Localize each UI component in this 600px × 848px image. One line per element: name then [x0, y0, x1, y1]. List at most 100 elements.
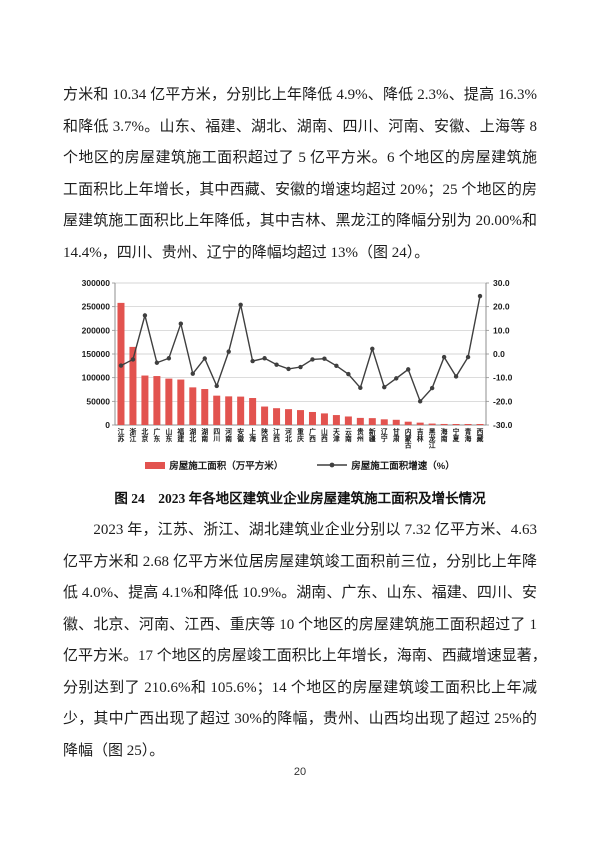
bar-云南	[344, 416, 352, 425]
bar-湖南	[201, 389, 209, 425]
bar-江西	[273, 408, 281, 425]
bar-内蒙古	[404, 421, 412, 425]
point-江苏	[118, 363, 124, 368]
x-label-黑龙江: 黑龙江	[428, 427, 436, 450]
point-四川	[214, 383, 219, 389]
chart-area: 300000 30.0 250000 20.0 200000 10.0 150000 0.0 1…	[60, 278, 540, 452]
bar-西藏	[476, 424, 484, 425]
x-label-广西: 广西	[309, 427, 316, 443]
svg-text:300000: 300000	[82, 280, 111, 288]
text-line: 低 4.0%、提高 4.1%和降低 10.9%。湖南、广东、山东、福建、四川、安	[63, 585, 537, 601]
text-line: 14.4%，四川、贵州、辽宁的降幅均超过 13%（图 24）。	[63, 244, 430, 261]
text-line: 亿平方米和 2.68 亿平方米位居房屋建筑竣工面积前三位，分别比上年降	[63, 553, 537, 570]
bar-浙江	[129, 346, 137, 425]
bar-青海	[464, 424, 472, 425]
bar-四川	[213, 395, 221, 425]
x-label-吉林: 吉林	[417, 427, 424, 443]
svg-text:50000: 50000	[86, 396, 110, 406]
bar-贵州	[356, 417, 364, 425]
svg-text:10.0: 10.0	[493, 325, 510, 335]
x-label-天津: 天津	[333, 428, 340, 443]
text-line: 2023 年，江苏、浙江、湖北建筑业企业分别以 7.32 亿平方米、4.63	[63, 522, 537, 538]
svg-text:0.0: 0.0	[493, 349, 505, 359]
bar-甘肃	[392, 419, 400, 425]
gridlines	[115, 282, 486, 402]
bar-湖北	[189, 387, 197, 425]
point-吉林	[417, 399, 423, 404]
point-甘肃	[394, 376, 399, 381]
text-line: 少，其中广西出现了超过 30%的降幅，贵州、山西均出现了超过 25%的	[63, 711, 537, 727]
text-line: 和降低 3.7%。山东、福建、湖北、湖南、四川、河南、安徽、上海等 8	[63, 118, 537, 135]
point-湖北	[190, 371, 195, 376]
axes	[112, 282, 489, 426]
svg-text:-10.0: -10.0	[493, 373, 513, 383]
point-浙江	[130, 357, 136, 362]
point-贵州	[358, 385, 363, 391]
x-label-内蒙古: 内蒙古	[405, 427, 412, 450]
svg-text:-20.0: -20.0	[493, 396, 513, 406]
point-海南	[441, 354, 447, 360]
x-label-重庆: 重庆	[297, 427, 304, 443]
axis-labels: 300000 30.0 250000 20.0 200000 10.0 150000 0.0 1…	[82, 278, 513, 450]
x-label-海南: 海南	[441, 427, 448, 443]
x-label-西藏: 西藏	[477, 428, 484, 443]
x-label-江苏: 江苏	[118, 427, 125, 443]
text-line: 亿平方米。17 个地区的房屋竣工面积比上年增长，海南、西藏增速显著，	[63, 648, 547, 664]
point-江西	[274, 362, 279, 367]
point-青海	[465, 354, 471, 360]
line-series	[118, 293, 483, 404]
bar-上海	[249, 398, 257, 425]
bar-河北	[285, 409, 293, 425]
x-label-福建: 福建	[176, 427, 184, 443]
bar-天津	[332, 415, 340, 425]
x-label-辽宁: 辽宁	[381, 427, 388, 443]
paragraph-2: 2023 年，江苏、浙江、湖北建筑业企业分别以 7.32 亿平方米、4.63 亿平…	[63, 515, 547, 767]
legend-line-swatch-icon	[317, 462, 348, 468]
point-安徽	[238, 302, 243, 307]
x-label-云南: 云南	[345, 428, 352, 443]
x-label-湖南: 湖南	[201, 427, 208, 443]
point-内蒙古	[406, 367, 411, 372]
text-line: 徽、北京、河南、江西、重庆等 10 个地区的房屋建筑施工面积超过了 1	[63, 616, 537, 633]
bar-北京	[141, 375, 149, 425]
point-湖南	[202, 356, 207, 361]
bar-新疆	[368, 418, 376, 425]
text-line: 分别达到了 210.6%和 105.6%；14 个地区的房屋建筑竣工面积比上年减	[63, 679, 537, 696]
point-山西	[322, 356, 327, 361]
text-line: 工面积比上年增长，其中西藏、安徽的增速均超过 20%；25 个地区的房	[63, 181, 537, 198]
point-上海	[250, 358, 255, 364]
x-label-山西: 山西	[321, 427, 328, 443]
bar-广西	[308, 411, 316, 425]
x-label-湖北: 湖北	[189, 427, 196, 443]
bar-宁夏	[452, 424, 460, 425]
x-label-北京: 北京	[142, 427, 149, 443]
point-西藏	[477, 293, 483, 299]
x-label-安徽: 安徽	[236, 427, 244, 443]
point-福建	[178, 321, 184, 326]
x-label-上海: 上海	[249, 427, 256, 443]
bar-河南	[225, 396, 233, 425]
x-label-河南: 河南	[225, 427, 232, 443]
figure-caption: 图 24 2023 年各地区建筑业企业房屋建筑施工面积及增长情况	[114, 491, 486, 506]
legend-bar-swatch-icon	[145, 461, 166, 469]
combo-chart: 300000 30.0 250000 20.0 200000 10.0 150000 0.0 1…	[82, 278, 513, 450]
point-天津	[334, 363, 339, 369]
x-label-陕西: 陕西	[261, 427, 268, 443]
x-label-浙江: 浙江	[130, 427, 137, 443]
legend-item-growth: 房屋施工面积增速（%）	[317, 458, 455, 472]
x-label-甘肃: 甘肃	[393, 427, 400, 443]
point-云南	[346, 371, 351, 377]
point-河南	[226, 349, 231, 354]
page-number: 20	[293, 766, 307, 778]
point-广西	[310, 357, 315, 362]
point-山东	[166, 356, 172, 361]
svg-text:250000: 250000	[82, 302, 111, 312]
svg-text:100000: 100000	[82, 373, 111, 383]
x-label-河北: 河北	[285, 427, 292, 443]
point-陕西	[262, 356, 267, 361]
point-宁夏	[453, 374, 459, 379]
legend-item-area: 房屋施工面积（万平方米）	[145, 458, 283, 472]
chart-legend: 房屋施工面积（万平方米） 房屋施工面积增速（%）	[60, 458, 540, 472]
bar-陕西	[261, 406, 269, 425]
text-line: 降幅（图 25）。	[63, 742, 165, 759]
